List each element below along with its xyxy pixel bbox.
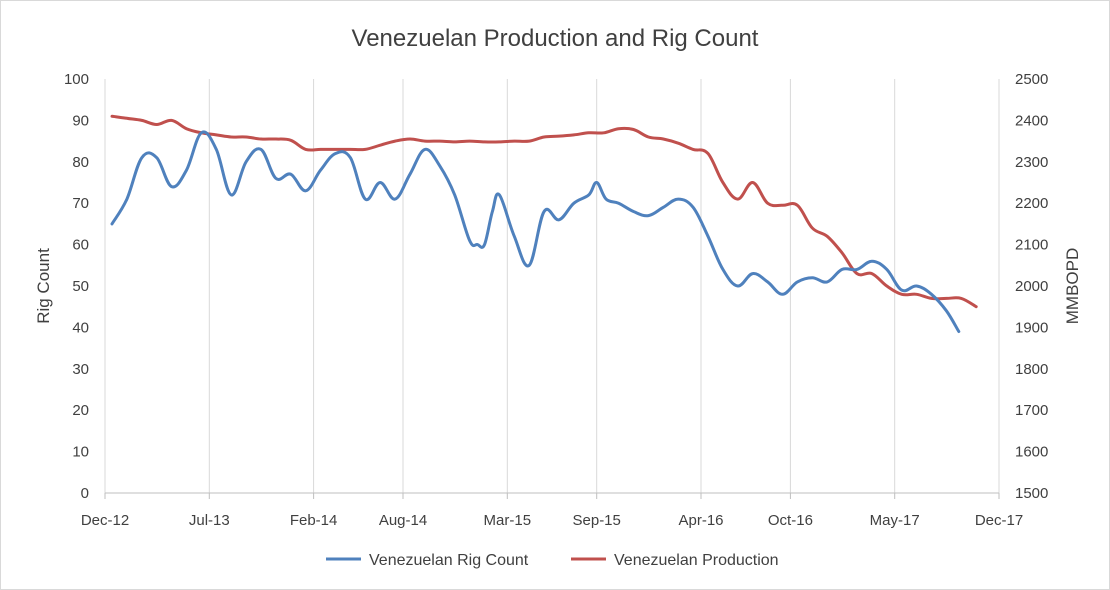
series-layer bbox=[110, 114, 978, 333]
right-axis-ticks: 1500 1600 1700 1800 1900 2000 2100 2200 2300 2400… bbox=[1015, 71, 1048, 502]
y-right-tick-label: 1900 bbox=[1015, 319, 1048, 336]
gridlines bbox=[104, 79, 1000, 493]
x-tick-label: Oct-16 bbox=[768, 512, 813, 529]
x-tick-label: Jul-13 bbox=[189, 512, 230, 529]
y-left-tick-label: 0 bbox=[81, 485, 89, 502]
x-tick-label: Feb-14 bbox=[290, 512, 338, 529]
axes bbox=[104, 492, 1000, 499]
x-axis-ticks: Dec-12 Jul-13 Feb-14 Aug-14 Mar-15 Sep-15 Apr-… bbox=[81, 512, 1023, 529]
y-left-tick-label: 90 bbox=[72, 112, 89, 129]
x-tick-label: May-17 bbox=[870, 512, 920, 529]
x-tick-label: Dec-17 bbox=[975, 512, 1023, 529]
legend-label-rig-count: Venezuelan Rig Count bbox=[369, 552, 529, 569]
y-right-tick-label: 1700 bbox=[1015, 402, 1048, 419]
series-line-production bbox=[110, 114, 978, 309]
y-axis-right-title: MMBOPD bbox=[1063, 248, 1082, 325]
x-tick-label: Aug-14 bbox=[379, 512, 427, 529]
x-tick-label: Apr-16 bbox=[678, 512, 723, 529]
y-left-tick-label: 20 bbox=[72, 402, 89, 419]
y-left-tick-label: 100 bbox=[64, 71, 89, 88]
y-left-tick-label: 80 bbox=[72, 154, 89, 171]
y-right-tick-label: 2300 bbox=[1015, 154, 1048, 171]
legend-label-production: Venezuelan Production bbox=[614, 552, 779, 569]
x-tick-label: Mar-15 bbox=[484, 512, 532, 529]
left-axis-ticks: 0 10 20 30 40 50 60 70 80 90 100 bbox=[64, 71, 89, 502]
y-left-tick-label: 50 bbox=[72, 278, 89, 295]
legend: Venezuelan Rig Count Venezuelan Producti… bbox=[326, 552, 779, 569]
chart-title: Venezuelan Production and Rig Count bbox=[352, 25, 759, 52]
series-line-rig-count bbox=[110, 130, 961, 333]
y-left-tick-label: 60 bbox=[72, 237, 89, 254]
x-tick-label: Sep-15 bbox=[573, 512, 621, 529]
y-axis-left-title: Rig Count bbox=[34, 248, 53, 324]
y-left-tick-label: 10 bbox=[72, 444, 89, 461]
y-right-tick-label: 1600 bbox=[1015, 444, 1048, 461]
y-left-tick-label: 70 bbox=[72, 195, 89, 212]
y-right-tick-label: 1500 bbox=[1015, 485, 1048, 502]
y-right-tick-label: 2500 bbox=[1015, 71, 1048, 88]
y-right-tick-label: 1800 bbox=[1015, 361, 1048, 378]
y-right-tick-label: 2000 bbox=[1015, 278, 1048, 295]
y-right-tick-label: 2100 bbox=[1015, 237, 1048, 254]
y-left-tick-label: 30 bbox=[72, 361, 89, 378]
y-left-tick-label: 40 bbox=[72, 319, 89, 336]
x-tick-label: Dec-12 bbox=[81, 512, 129, 529]
y-right-tick-label: 2400 bbox=[1015, 112, 1048, 129]
y-right-tick-label: 2200 bbox=[1015, 195, 1048, 212]
